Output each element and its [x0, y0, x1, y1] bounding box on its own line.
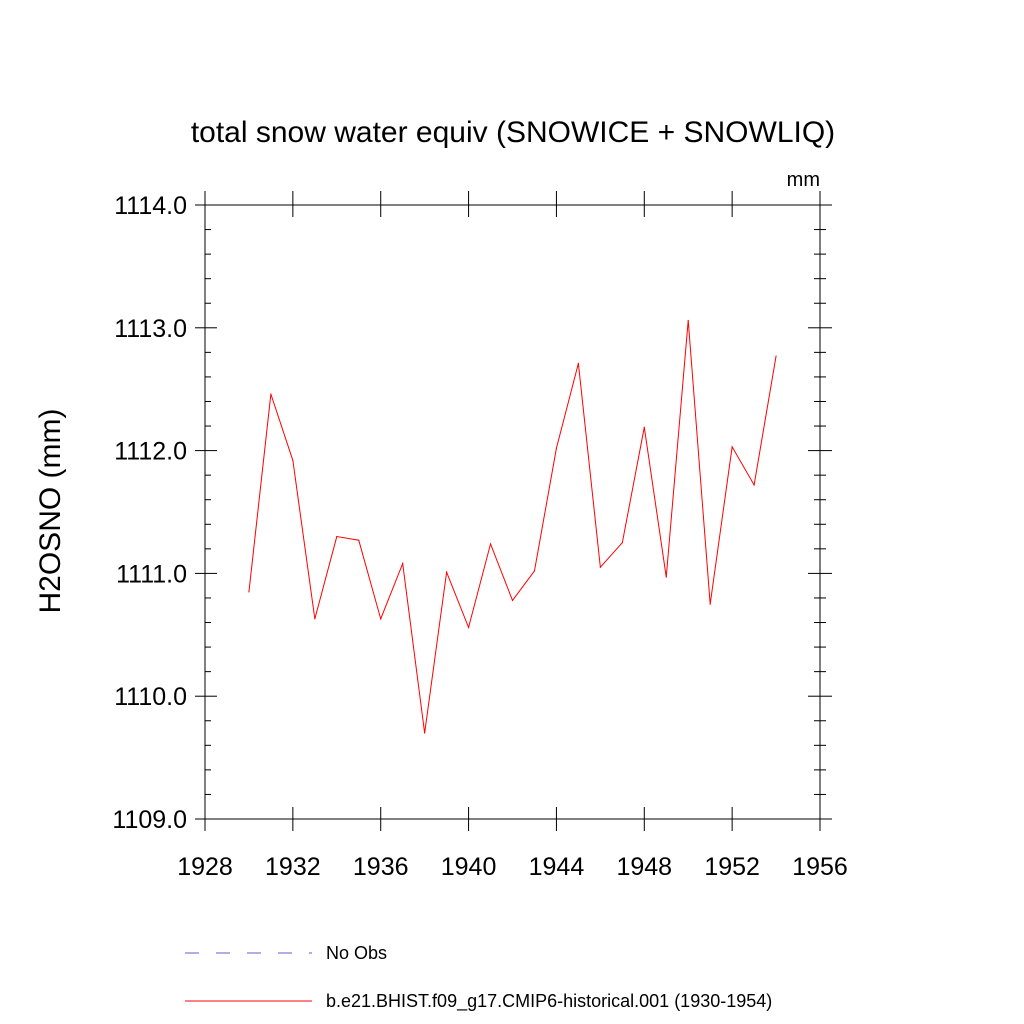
x-tick-label: 1940 — [441, 853, 497, 881]
legend-label-historical: b.e21.BHIST.f09_g17.CMIP6-historical.001… — [326, 991, 772, 1012]
data-point — [358, 539, 360, 541]
data-point — [248, 591, 250, 593]
x-tick-label: 1948 — [616, 853, 672, 881]
x-tick-label: 1952 — [704, 853, 760, 881]
data-point — [446, 571, 448, 573]
data-point — [709, 603, 711, 605]
data-point — [292, 459, 294, 462]
data-point — [270, 393, 272, 395]
series-line-0 — [248, 320, 777, 734]
data-point — [753, 484, 755, 486]
units-label: mm — [787, 169, 820, 191]
data-point — [533, 570, 536, 572]
data-point — [643, 426, 645, 428]
x-tick-label: 1944 — [529, 853, 585, 881]
data-point — [314, 618, 316, 620]
data-point — [402, 562, 404, 565]
x-tick-label: 1928 — [177, 853, 233, 881]
chart-title: total snow water equiv (SNOWICE + SNOWLI… — [191, 116, 835, 149]
data-point — [555, 447, 558, 449]
data-point — [577, 362, 579, 365]
data-point — [665, 576, 667, 578]
y-tick-label: 1113.0 — [114, 315, 187, 343]
plot-frame — [204, 204, 821, 820]
y-axis: 1109.0 1110.0 1111.0 1112.0 1113.0 1114.0 — [112, 192, 832, 834]
x-axis: 1928 1932 1936 1940 1944 1948 1952 1956 — [177, 191, 848, 881]
x-tick-label: 1956 — [792, 853, 848, 881]
data-point — [775, 355, 777, 357]
data-point — [687, 319, 689, 322]
data-point — [599, 566, 601, 568]
legend: No Obs b.e21.BHIST.f09_g17.CMIP6-histori… — [185, 943, 772, 1012]
data-point — [467, 626, 470, 629]
y-tick-label: 1114.0 — [114, 192, 187, 220]
data-point — [424, 732, 426, 734]
data-point — [731, 446, 733, 448]
data-point — [621, 542, 623, 544]
y-tick-label: 1109.0 — [112, 806, 187, 834]
series-layer — [248, 319, 777, 734]
data-point — [489, 543, 492, 545]
x-tick-label: 1932 — [265, 853, 321, 881]
data-point — [336, 535, 338, 538]
x-tick-label: 1936 — [353, 853, 409, 881]
data-point — [511, 599, 514, 602]
y-tick-label: 1111.0 — [116, 560, 187, 588]
y-tick-label: 1110.0 — [114, 683, 187, 711]
y-axis-label: H2OSNO (mm) — [34, 409, 67, 614]
data-point — [380, 618, 382, 620]
y-tick-label: 1112.0 — [114, 438, 187, 466]
legend-label-no-obs: No Obs — [326, 943, 387, 963]
